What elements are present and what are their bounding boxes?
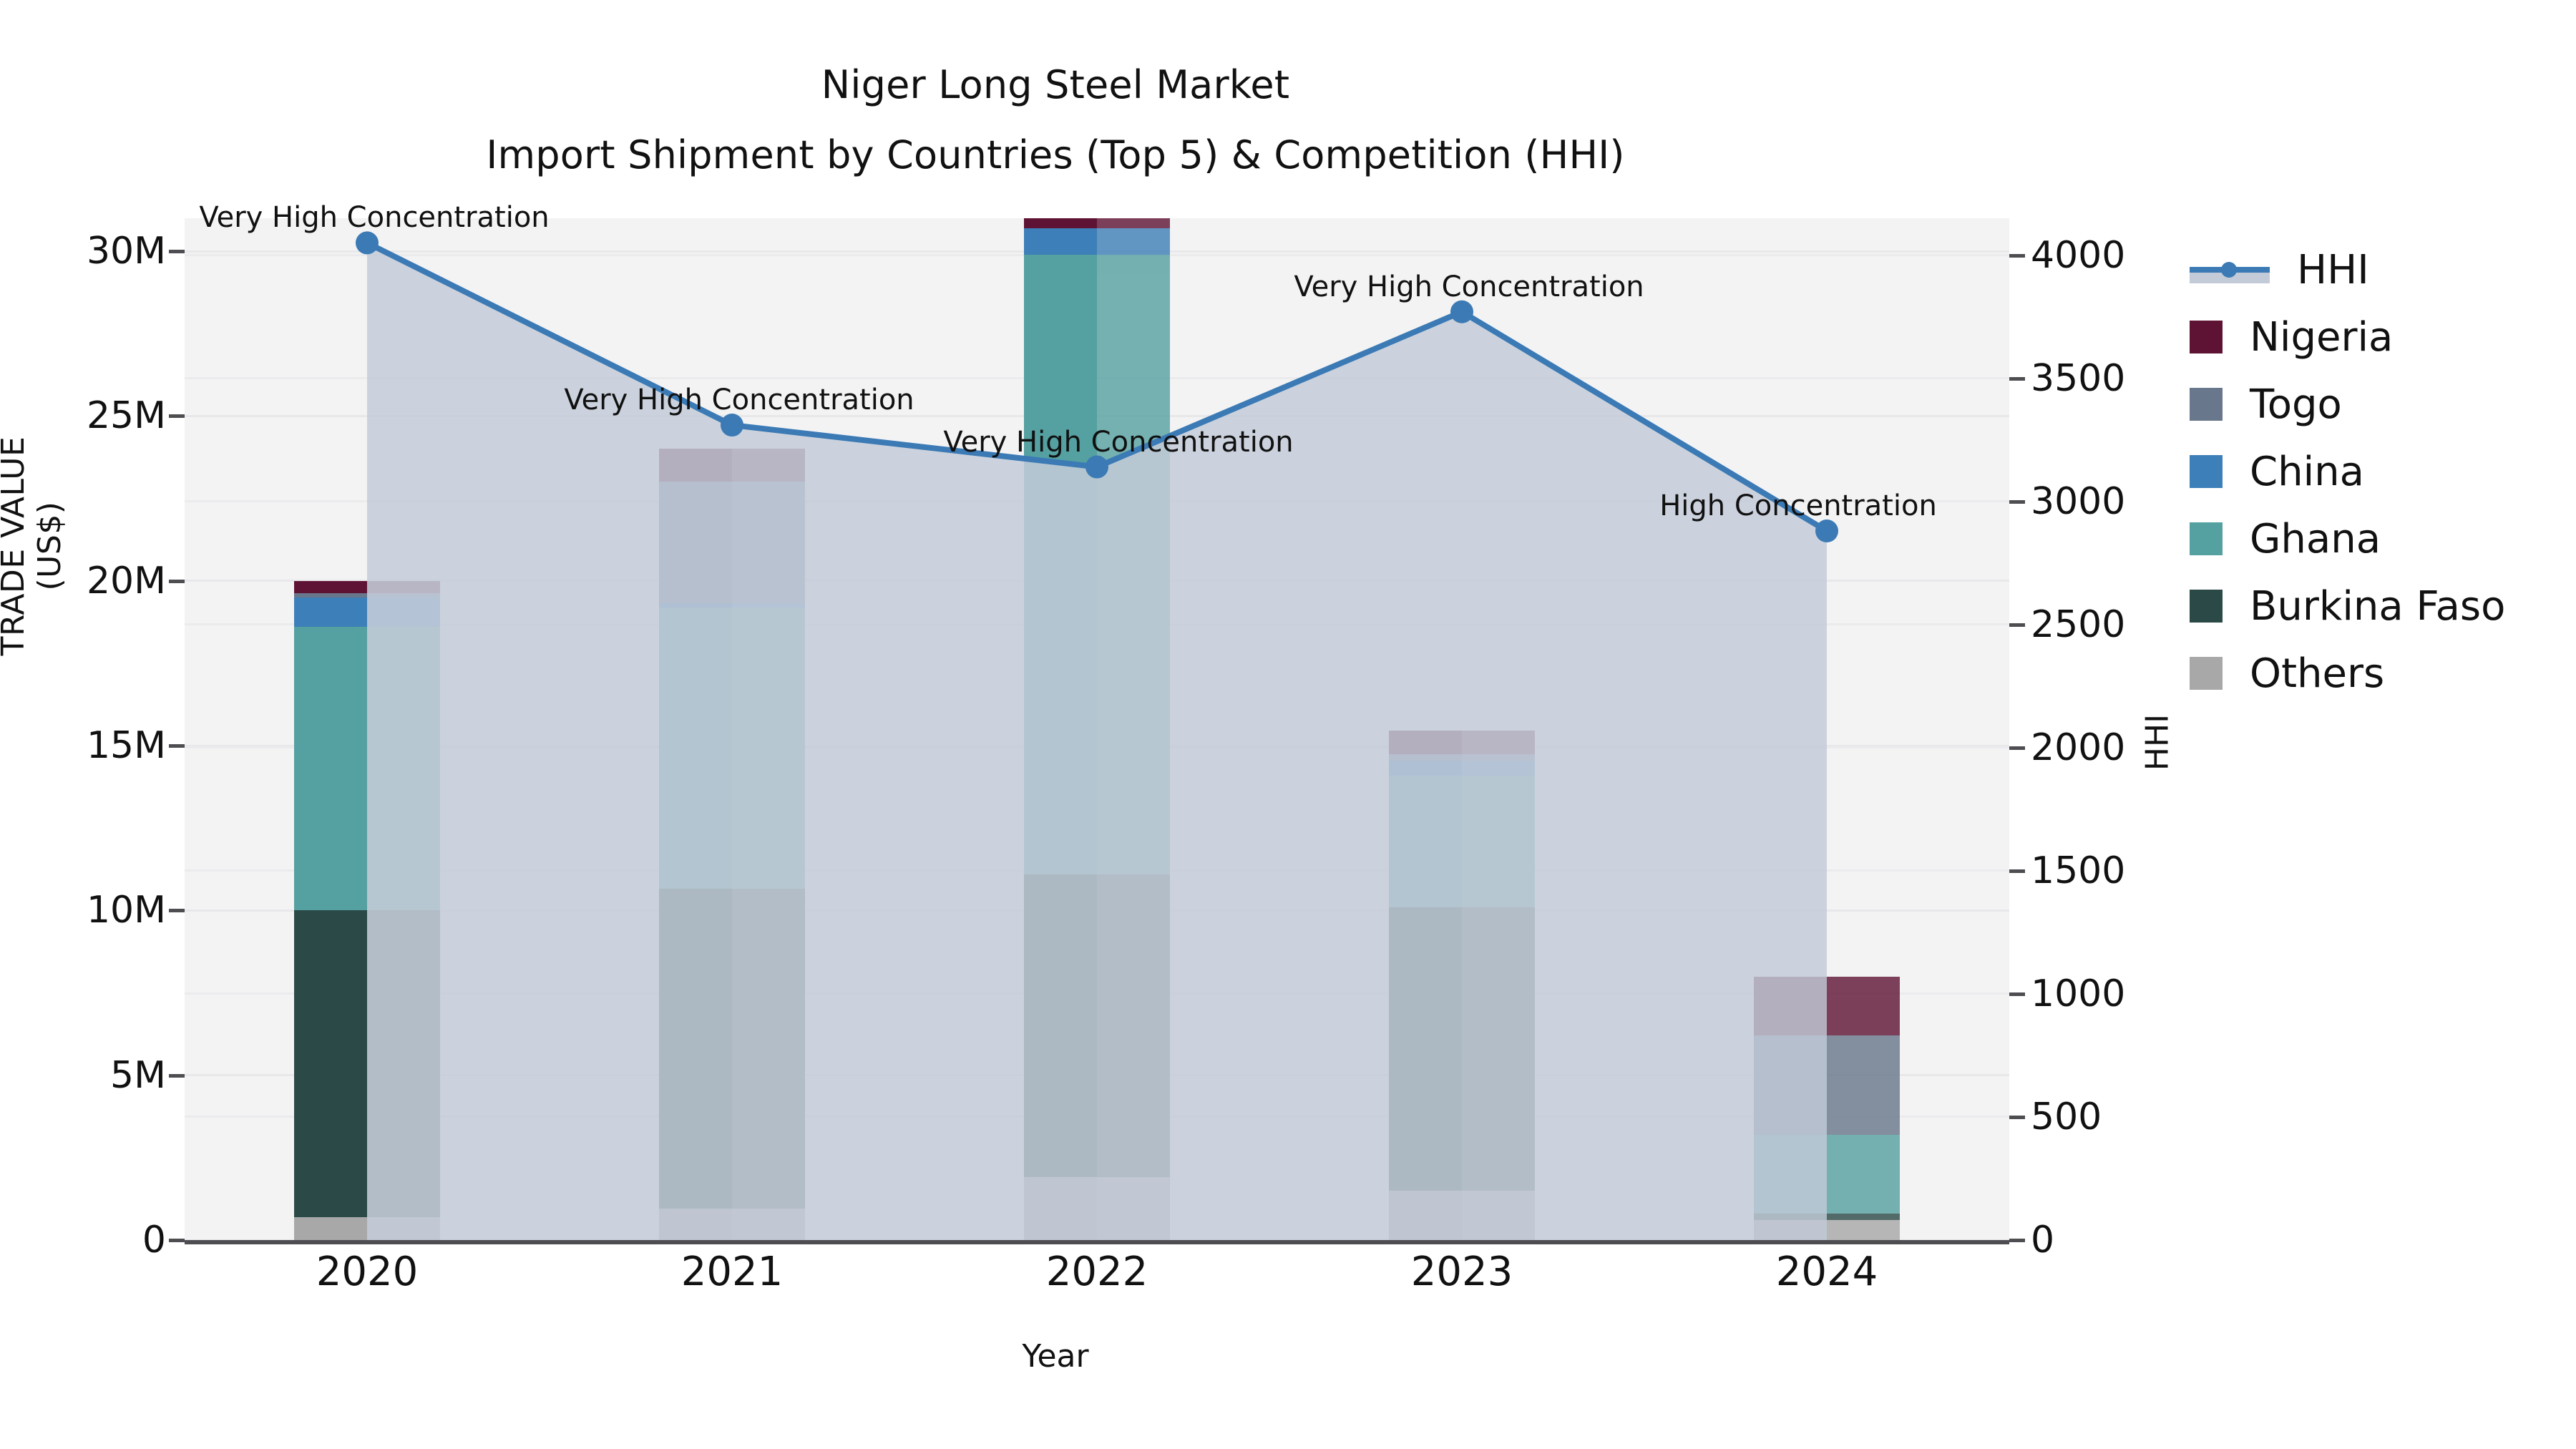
y-tick-mark-right bbox=[2009, 1115, 2025, 1119]
y-tick-right: 2000 bbox=[2031, 726, 2126, 769]
bar-segment-nigeria[interactable] bbox=[1024, 218, 1097, 228]
annotation-2020: Very High Concentration bbox=[199, 201, 550, 235]
hhi-marker[interactable] bbox=[1450, 300, 1473, 323]
legend-label: Nigeria bbox=[2250, 313, 2394, 361]
x-tick-2024: 2024 bbox=[1775, 1249, 1878, 1295]
hhi-marker[interactable] bbox=[1815, 519, 1838, 543]
bar-segment-togo[interactable] bbox=[1827, 1035, 1900, 1135]
legend-item-nigeria[interactable]: Nigeria bbox=[2190, 303, 2505, 371]
y-tick-mark-right bbox=[2009, 992, 2025, 996]
hhi-overlay bbox=[356, 231, 1838, 1240]
y-tick-mark-left bbox=[169, 1073, 185, 1078]
y-tick-mark-right bbox=[2009, 623, 2025, 627]
y-tick-mark-right bbox=[2009, 1239, 2025, 1242]
y-tick-right: 500 bbox=[2031, 1095, 2102, 1138]
y-tick-mark-right bbox=[2009, 869, 2025, 873]
legend-item-hhi[interactable]: HHI bbox=[2190, 236, 2505, 303]
x-tick-2020: 2020 bbox=[316, 1249, 419, 1295]
y-tick-mark-left bbox=[169, 250, 185, 254]
y-tick-left: 15M bbox=[86, 724, 166, 768]
y-tick-right: 4000 bbox=[2031, 233, 2126, 277]
annotation-2023: Very High Concentration bbox=[1294, 270, 1644, 303]
annotation-2021: Very High Concentration bbox=[564, 384, 914, 417]
plot-area bbox=[185, 218, 2009, 1240]
bar-segment-burkina-faso[interactable] bbox=[294, 910, 367, 1217]
hhi-marker[interactable] bbox=[1085, 455, 1108, 479]
y-tick-mark-right bbox=[2009, 253, 2025, 258]
y-tick-mark-left bbox=[169, 1239, 185, 1242]
legend-label: HHI bbox=[2297, 246, 2369, 293]
legend-line-marker bbox=[2190, 253, 2270, 286]
x-tick-2021: 2021 bbox=[680, 1249, 784, 1295]
legend-item-others[interactable]: Others bbox=[2190, 640, 2505, 707]
y-tick-left: 30M bbox=[86, 230, 166, 273]
y-tick-right: 1500 bbox=[2031, 849, 2126, 892]
annotation-2024: High Concentration bbox=[1659, 489, 1937, 522]
legend-label: China bbox=[2250, 448, 2364, 495]
x-tick-2022: 2022 bbox=[1045, 1249, 1148, 1295]
legend-swatch bbox=[2190, 657, 2223, 690]
y-tick-mark-left bbox=[169, 414, 185, 419]
y-tick-right: 3000 bbox=[2031, 479, 2126, 523]
chart-legend: HHI Nigeria Togo China Ghana Burkina Faso Othe… bbox=[2190, 236, 2505, 707]
y-tick-mark-left bbox=[169, 744, 185, 748]
bar-segment-nigeria[interactable] bbox=[1827, 976, 1900, 1036]
y-tick-left: 25M bbox=[86, 394, 166, 438]
legend-swatch bbox=[2190, 590, 2223, 623]
x-tick-2023: 2023 bbox=[1410, 1249, 1513, 1295]
annotation-2022: Very High Concentration bbox=[943, 425, 1294, 459]
chart-title-line-1: Niger Long Steel Market bbox=[821, 62, 1290, 107]
y-tick-mark-right bbox=[2009, 746, 2025, 750]
hhi-marker[interactable] bbox=[721, 414, 743, 437]
legend-label: Togo bbox=[2250, 381, 2342, 428]
y-tick-right: 2500 bbox=[2031, 602, 2126, 646]
y-tick-left: 20M bbox=[86, 559, 166, 602]
legend-swatch bbox=[2190, 321, 2223, 353]
y-tick-right: 0 bbox=[2031, 1219, 2055, 1262]
legend-item-burkina-faso[interactable]: Burkina Faso bbox=[2190, 572, 2505, 640]
legend-swatch bbox=[2190, 522, 2223, 555]
legend-item-china[interactable]: China bbox=[2190, 438, 2505, 505]
y-axis-right-title: HHI bbox=[2139, 713, 2176, 771]
legend-swatch bbox=[2190, 388, 2223, 421]
y-tick-mark-right bbox=[2009, 499, 2025, 504]
y-tick-right: 1000 bbox=[2031, 972, 2126, 1015]
hhi-marker[interactable] bbox=[356, 231, 379, 255]
y-axis-left-title: TRADE VALUE (US$) bbox=[0, 436, 68, 656]
bar-segment-china[interactable] bbox=[1097, 228, 1170, 255]
bar-segment-others[interactable] bbox=[294, 1216, 367, 1240]
legend-label: Burkina Faso bbox=[2250, 582, 2506, 630]
bar-segment-nigeria[interactable] bbox=[294, 580, 367, 593]
chart-title-block: Niger Long Steel Market Import Shipment … bbox=[0, 50, 2111, 190]
bar-segment-ghana[interactable] bbox=[1827, 1134, 1900, 1214]
bar-segment-china[interactable] bbox=[294, 597, 367, 628]
plot-inner bbox=[185, 218, 2009, 1240]
bar-segment-ghana[interactable] bbox=[294, 627, 367, 911]
x-axis-line bbox=[185, 1240, 2009, 1244]
bar-segment-china[interactable] bbox=[1024, 228, 1097, 255]
bar-segment-nigeria[interactable] bbox=[1097, 218, 1170, 228]
legend-swatch bbox=[2190, 455, 2223, 488]
y-tick-mark-left bbox=[169, 579, 185, 583]
chart-title-line-2: Import Shipment by Countries (Top 5) & C… bbox=[486, 132, 1625, 177]
legend-label: Ghana bbox=[2250, 515, 2381, 562]
y-tick-left: 0 bbox=[142, 1219, 166, 1262]
legend-label: Others bbox=[2250, 650, 2385, 697]
y-tick-mark-right bbox=[2009, 376, 2025, 381]
y-tick-left: 5M bbox=[110, 1053, 166, 1097]
legend-item-togo[interactable]: Togo bbox=[2190, 371, 2505, 438]
y-tick-mark-left bbox=[169, 909, 185, 913]
x-axis-title: Year bbox=[1022, 1338, 1089, 1375]
bar-segment-others[interactable] bbox=[1827, 1220, 1900, 1240]
bar-segment-burkina-faso[interactable] bbox=[1827, 1214, 1900, 1221]
y-tick-right: 3500 bbox=[2031, 356, 2126, 400]
y-tick-left: 10M bbox=[86, 889, 166, 932]
bar-segment-togo[interactable] bbox=[294, 592, 367, 597]
legend-item-ghana[interactable]: Ghana bbox=[2190, 505, 2505, 572]
hhi-area-fill bbox=[367, 243, 1827, 1240]
